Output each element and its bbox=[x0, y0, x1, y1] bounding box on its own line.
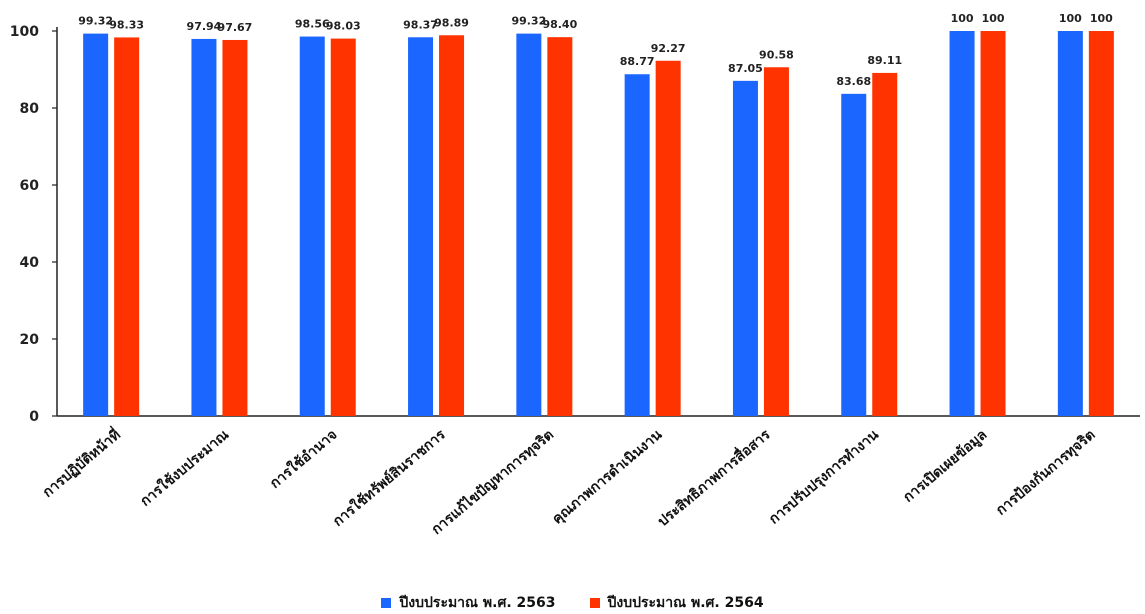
legend-label-series-2: ปีงบประมาณ พ.ศ. 2564 bbox=[607, 595, 764, 611]
bar-series-1 bbox=[841, 93, 867, 416]
data-label-series-2: 89.11 bbox=[867, 54, 902, 67]
y-tick-label: 60 bbox=[20, 178, 40, 194]
category-labels: การปฏิบัติหน้าที่ การใช้งบประมาณ การใช้อำน… bbox=[38, 424, 1098, 538]
bar-series-1 bbox=[191, 38, 217, 416]
bar-series-2 bbox=[655, 60, 681, 417]
data-label-series-2: 98.33 bbox=[109, 18, 144, 31]
data-label-series-2: 100 bbox=[982, 12, 1005, 25]
y-tick-label: 100 bbox=[10, 24, 39, 40]
data-label-series-1: 100 bbox=[1059, 12, 1082, 25]
data-label-series-1: 99.32 bbox=[78, 15, 113, 28]
data-label-series-2: 90.58 bbox=[759, 48, 794, 61]
category-label: การแก้ไขปัญหาการทุจริต bbox=[428, 425, 557, 538]
bar-series-2 bbox=[872, 72, 898, 416]
category-label: การใช้ทรัพย์สินราชการ bbox=[329, 425, 449, 530]
legend-label-series-1: ปีงบประมาณ พ.ศ. 2563 bbox=[399, 595, 556, 611]
bar-series-2 bbox=[330, 38, 356, 416]
y-tick-label: 20 bbox=[20, 332, 40, 348]
bar-series-2 bbox=[222, 39, 248, 417]
data-label-series-1: 87.05 bbox=[728, 62, 763, 75]
legend-item-series-2: ปีงบประมาณ พ.ศ. 2564 bbox=[589, 592, 764, 614]
data-label-series-1: 88.77 bbox=[620, 55, 655, 68]
data-label-series-2: 97.67 bbox=[218, 21, 253, 34]
category-label: การป้องกันการทุจริต bbox=[993, 427, 1098, 519]
bar-series-2 bbox=[1088, 31, 1114, 416]
data-label-series-2: 100 bbox=[1090, 12, 1113, 25]
data-label-series-1: 97.94 bbox=[187, 20, 222, 33]
category-label: การปฏิบัติหน้าที่ bbox=[38, 425, 124, 501]
category-label: การใช้งบประมาณ bbox=[136, 425, 232, 509]
data-label-series-1: 98.56 bbox=[295, 18, 330, 31]
bar-series-1 bbox=[624, 74, 650, 416]
bar-series-1 bbox=[1057, 31, 1083, 416]
data-label-series-1: 99.32 bbox=[511, 15, 546, 28]
legend: ปีงบประมาณ พ.ศ. 2563 ปีงบประมาณ พ.ศ. 256… bbox=[0, 592, 1145, 614]
data-label-series-2: 98.89 bbox=[434, 16, 469, 29]
data-label-series-2: 98.03 bbox=[326, 20, 361, 33]
bar-series-1 bbox=[732, 80, 758, 417]
bar-series-1 bbox=[408, 37, 434, 416]
bar-series-2 bbox=[763, 67, 789, 416]
category-label: การปรับปรุงการทำงาน bbox=[766, 427, 882, 528]
legend-swatch-series-1 bbox=[381, 598, 392, 608]
data-label-series-1: 100 bbox=[951, 12, 974, 25]
data-label-series-2: 98.40 bbox=[542, 18, 577, 31]
y-tick-label: 40 bbox=[20, 255, 40, 271]
legend-swatch-series-2 bbox=[589, 598, 600, 608]
category-label: คุณภาพการดำเนินงาน bbox=[549, 427, 665, 528]
bar-series-2 bbox=[439, 35, 465, 416]
bar-series-2 bbox=[114, 37, 140, 416]
data-label-series-1: 98.37 bbox=[403, 18, 438, 31]
category-label: การใช้อำนาจ bbox=[266, 425, 340, 492]
bar-series-2 bbox=[547, 37, 573, 416]
category-label: ประสิทธิภาพการสื่อสาร bbox=[653, 424, 774, 530]
y-tick-label: 0 bbox=[29, 409, 39, 425]
data-label-series-1: 83.68 bbox=[836, 75, 871, 88]
legend-item-series-1: ปีงบประมาณ พ.ศ. 2563 bbox=[381, 592, 556, 614]
category-label: การเปิดเผยข้อมูล bbox=[900, 427, 990, 506]
y-tick-label: 80 bbox=[20, 101, 40, 117]
bars bbox=[83, 31, 1114, 417]
bar-series-2 bbox=[980, 31, 1006, 416]
data-label-series-2: 92.27 bbox=[651, 42, 686, 55]
bar-series-1 bbox=[949, 31, 975, 416]
bar-series-1 bbox=[299, 36, 325, 416]
bar-series-1 bbox=[83, 33, 109, 416]
bar-series-1 bbox=[516, 33, 542, 416]
